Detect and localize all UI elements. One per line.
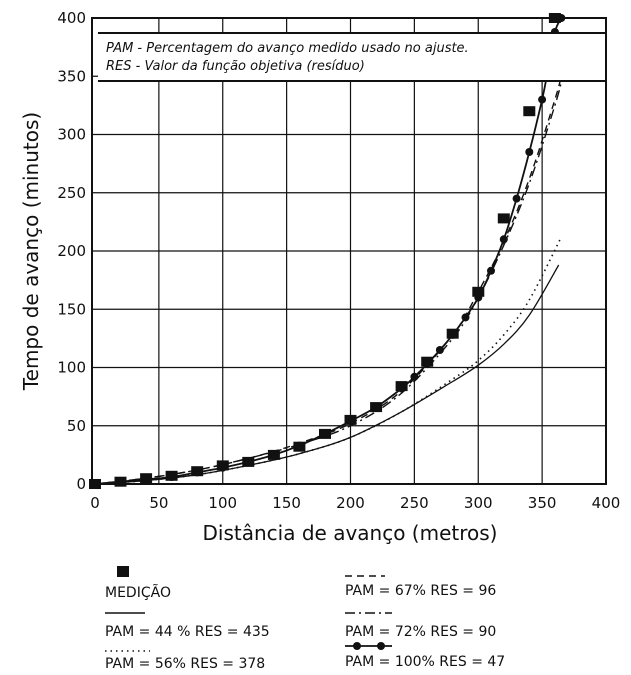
- legend-label-pam44: PAM = 44 % RES = 435: [105, 624, 270, 640]
- annotation-pam: PAM - Percentagem do avanço medido usado…: [106, 41, 469, 56]
- pam100-point: [461, 313, 470, 322]
- legend-dot-pam100-1: [353, 642, 361, 650]
- tick-layer: 0 50 100 150 200 250 300 350 400 0 50 100 150 200 250 3…: [57, 9, 620, 512]
- y-tick-label: 50: [67, 417, 86, 435]
- y-tick-label: 300: [57, 126, 86, 144]
- pam100-point: [499, 235, 508, 244]
- plot-frame: [91, 17, 607, 485]
- pam100-point: [269, 450, 278, 459]
- pam100-point: [448, 330, 457, 339]
- x-axis-title: Distância de avanço (metros): [203, 521, 498, 545]
- x-tick-label: 0: [90, 494, 100, 512]
- pam100-point: [218, 463, 227, 472]
- medicao-point: [523, 106, 536, 117]
- medicao-point: [497, 213, 510, 224]
- x-tick-label: 200: [336, 494, 365, 512]
- pam100-point: [142, 475, 151, 484]
- series-2-line: [94, 236, 563, 485]
- pam100-point: [295, 441, 304, 450]
- legend-label-pam100: PAM = 100% RES = 47: [345, 654, 505, 670]
- pam100-point: [538, 95, 547, 104]
- x-tick-label: 100: [208, 494, 237, 512]
- pam100-point: [525, 148, 534, 156]
- annotation-res: RES - Valor da função objetiva (resíduo): [106, 59, 365, 74]
- pam100-point: [487, 266, 495, 275]
- x-tick-label: 50: [149, 494, 168, 512]
- series-4-line: [94, 81, 562, 485]
- x-tick-label: 150: [272, 494, 301, 512]
- y-tick-label: 200: [57, 242, 86, 260]
- y-tick-label: 0: [76, 475, 86, 493]
- pam100-point: [397, 384, 406, 393]
- y-tick-label: 100: [57, 359, 86, 377]
- pam100-point: [193, 468, 202, 477]
- x-tick-label: 350: [528, 494, 557, 512]
- y-tick-label: 400: [57, 9, 86, 27]
- x-tick-label: 250: [400, 494, 429, 512]
- series-3-line: [94, 76, 562, 485]
- legend-label-pam67: PAM = 67% RES = 96: [345, 583, 496, 599]
- series-layer: [89, 13, 566, 489]
- legend-dot-pam100-2: [377, 642, 385, 650]
- grid-layer: [92, 18, 606, 484]
- pam100-point: [435, 346, 444, 354]
- legend-label-medicao: MEDIÇÃO: [105, 584, 171, 601]
- pam100-point: [167, 473, 176, 481]
- pam100-point: [512, 194, 521, 203]
- pam100-point: [346, 417, 355, 426]
- annotation-box: [98, 33, 606, 81]
- legend-marker-medicao: [117, 566, 129, 577]
- x-tick-label: 400: [592, 494, 621, 512]
- legend-label-pam56: PAM = 56% RES = 378: [105, 656, 265, 672]
- pam100-point: [474, 293, 483, 302]
- pam100-point: [372, 403, 381, 412]
- pam100-point: [321, 429, 329, 438]
- y-tick-label: 150: [57, 300, 86, 318]
- legend-label-pam72: PAM = 72% RES = 90: [345, 624, 496, 640]
- x-tick-label: 300: [464, 494, 493, 512]
- pam100-point: [423, 360, 432, 368]
- legend: MEDIÇÃO PAM = 44 % RES = 435 PAM = 56% R…: [105, 566, 505, 672]
- y-tick-label: 250: [57, 184, 86, 202]
- y-tick-label: 350: [57, 67, 86, 85]
- pam100-point: [410, 372, 419, 381]
- series-1-line: [94, 264, 560, 485]
- pam100-point: [244, 457, 253, 466]
- y-axis-title: Tempo de avanço (minutos): [19, 112, 43, 391]
